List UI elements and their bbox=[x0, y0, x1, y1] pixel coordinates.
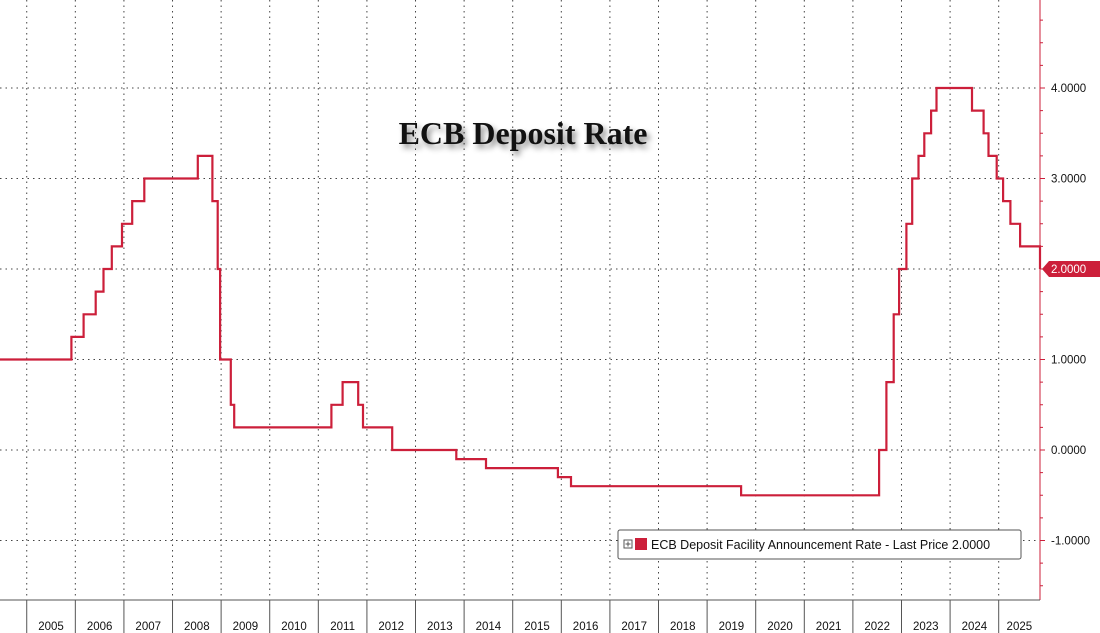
x-tick-label: 2012 bbox=[378, 621, 404, 633]
x-tick-label: 2021 bbox=[816, 621, 842, 633]
x-tick-label: 2024 bbox=[962, 621, 988, 633]
gridlines bbox=[0, 0, 1040, 600]
legend-box bbox=[617, 529, 1022, 560]
x-tick-label: 2017 bbox=[621, 621, 647, 633]
chart-title: ECB Deposit Rate bbox=[399, 115, 648, 151]
x-tick-label: 2010 bbox=[281, 621, 307, 633]
series-line bbox=[0, 86, 1042, 497]
x-tick-label: 2009 bbox=[233, 621, 259, 633]
x-tick-label: 2019 bbox=[719, 621, 745, 633]
y-tick-label: 3.0000 bbox=[1051, 174, 1086, 186]
x-tick-label: 2005 bbox=[38, 621, 64, 633]
legend-swatch bbox=[635, 538, 647, 550]
y-tick-label: 0.0000 bbox=[1051, 445, 1086, 457]
x-tick-label: 2023 bbox=[913, 621, 939, 633]
x-tick-label: 2007 bbox=[135, 621, 161, 633]
x-tick-label: 2018 bbox=[670, 621, 696, 633]
x-tick-label: 2015 bbox=[524, 621, 550, 633]
series-layer bbox=[0, 86, 1042, 497]
legend: ECB Deposit Facility Announcement Rate -… bbox=[617, 529, 1022, 560]
y-tick-label: 1.0000 bbox=[1051, 355, 1086, 367]
legend-label: ECB Deposit Facility Announcement Rate -… bbox=[651, 538, 990, 552]
last-price-tag bbox=[1042, 261, 1100, 277]
x-tick-label: 2008 bbox=[184, 621, 210, 633]
y-tick-label: -1.0000 bbox=[1051, 536, 1090, 548]
last-price-label: 2.0000 bbox=[1051, 264, 1086, 276]
x-tick-label: 2006 bbox=[87, 621, 113, 633]
y-tick-label: 4.0000 bbox=[1051, 83, 1086, 95]
x-tick-label: 2016 bbox=[573, 621, 599, 633]
x-tick-label: 2020 bbox=[767, 621, 793, 633]
x-tick-label: 2022 bbox=[864, 621, 890, 633]
x-tick-label: 2013 bbox=[427, 621, 453, 633]
x-tick-label: 2025 bbox=[1007, 621, 1033, 633]
x-tick-label: 2011 bbox=[330, 621, 355, 633]
x-tick-label: 2014 bbox=[476, 621, 502, 633]
last-price-marker: 2.0000 bbox=[1042, 261, 1100, 277]
